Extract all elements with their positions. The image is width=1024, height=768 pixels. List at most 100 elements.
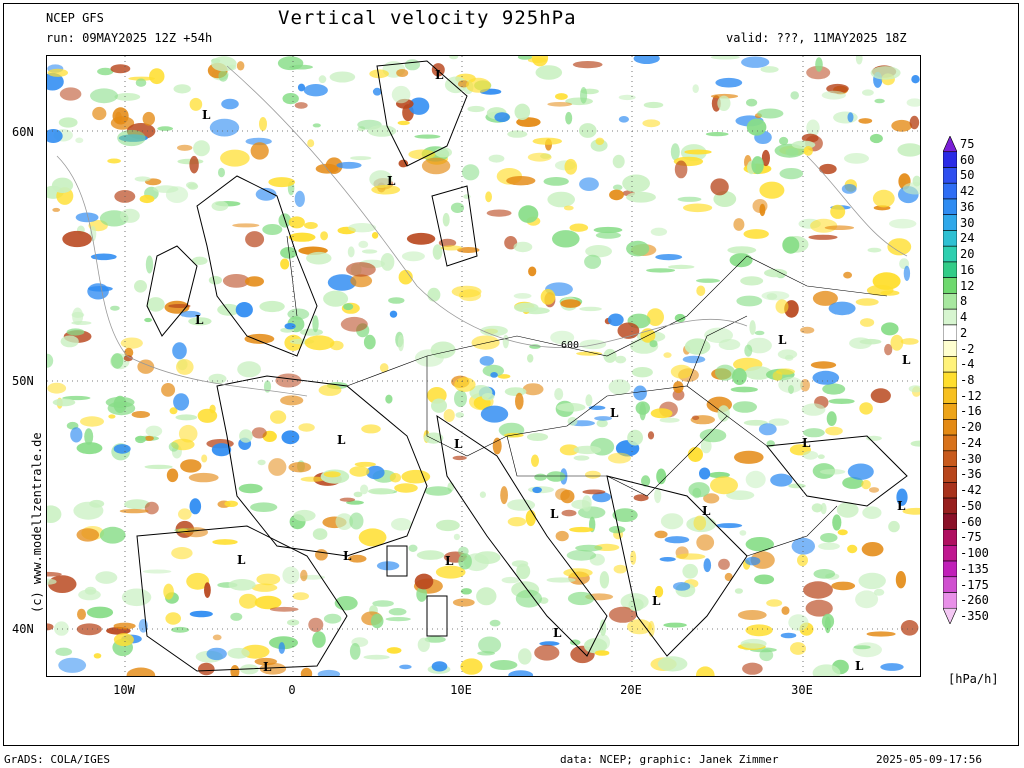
low-marker: L xyxy=(652,594,661,608)
low-marker: L xyxy=(702,504,711,518)
color-scale-label: -16 xyxy=(960,404,982,419)
color-scale-label: -20 xyxy=(960,420,982,435)
color-scale-swatch xyxy=(943,497,957,515)
lon-label: 30E xyxy=(791,683,813,697)
color-scale-swatch xyxy=(943,576,957,593)
color-scale-swatch xyxy=(943,308,957,326)
color-scale-label: 8 xyxy=(960,294,968,309)
low-marker: L xyxy=(802,436,811,450)
low-marker: L xyxy=(202,108,211,122)
low-marker: L xyxy=(855,659,864,673)
color-scale-label: -12 xyxy=(960,388,982,403)
color-scale-swatch xyxy=(943,592,957,609)
timestamp: 2025-05-09-17:56 xyxy=(876,753,982,766)
color-scale-label: -75 xyxy=(960,530,982,545)
color-scale-label: -42 xyxy=(960,483,982,498)
color-scale-swatch xyxy=(943,167,957,184)
color-scale-label: 20 xyxy=(960,247,975,262)
low-marker: L xyxy=(550,507,559,521)
color-scale-swatch xyxy=(943,245,957,263)
color-scale-bar xyxy=(943,136,957,624)
low-marker: L xyxy=(195,313,204,327)
color-scale-swatch xyxy=(943,607,957,624)
credit-text: (c) www.modellzentrale.de xyxy=(30,432,44,613)
color-scale-label: 75 xyxy=(960,136,975,151)
lon-label: 10E xyxy=(450,683,472,697)
low-marker: L xyxy=(263,660,272,674)
run-info: run: 09MAY2025 12Z +54h xyxy=(46,31,213,45)
low-marker: L xyxy=(610,406,619,420)
low-marker: L xyxy=(343,549,352,563)
color-scale-label: -350 xyxy=(960,609,989,624)
color-scale-label: -50 xyxy=(960,498,982,513)
color-scale-swatch xyxy=(943,356,957,373)
color-scale-swatch xyxy=(943,230,957,247)
data-credit: data: NCEP; graphic: Janek Zimmer xyxy=(560,753,779,766)
color-scale-swatch xyxy=(943,450,957,467)
unit-label: [hPa/h] xyxy=(948,672,999,686)
color-scale-swatch xyxy=(943,214,957,231)
color-scale-label: -260 xyxy=(960,593,989,608)
color-scale-label: -100 xyxy=(960,546,989,561)
lat-label: 50N xyxy=(12,374,34,388)
color-scale-label: 4 xyxy=(960,310,968,325)
velocity-field xyxy=(47,56,920,676)
color-scale-swatch xyxy=(943,151,957,168)
color-scale-swatch xyxy=(943,466,957,483)
model-name: NCEP GFS xyxy=(46,11,104,25)
color-scale-label: 36 xyxy=(960,199,975,214)
color-scale-swatch xyxy=(943,371,957,389)
low-marker: L xyxy=(897,499,906,513)
color-scale-swatch xyxy=(943,387,957,404)
low-marker: L xyxy=(445,554,454,568)
color-scale-label: -24 xyxy=(960,435,982,450)
color-scale-swatch xyxy=(943,198,957,216)
color-scale-swatch xyxy=(943,403,957,420)
color-scale-swatch xyxy=(943,136,957,153)
color-scale-label: 42 xyxy=(960,184,975,199)
color-scale-swatch xyxy=(943,544,957,562)
color-scale-label: 24 xyxy=(960,231,975,246)
color-scale-swatch xyxy=(943,261,957,278)
color-scale-swatch xyxy=(943,419,957,436)
color-scale-label: -8 xyxy=(960,373,975,387)
low-marker: L xyxy=(553,626,562,640)
color-scale-label: -60 xyxy=(960,514,982,529)
color-scale-swatch xyxy=(943,482,957,499)
forecast-map: L L L L L L L L L L L L L L L L L L L L … xyxy=(46,55,921,677)
pressure-contour-label: 600 xyxy=(561,340,580,351)
color-scale-swatch xyxy=(943,324,957,341)
color-scale-label: -2 xyxy=(960,341,975,356)
color-scale-label: -30 xyxy=(960,451,982,466)
lon-label: 20E xyxy=(620,683,642,697)
lon-label: 0 xyxy=(288,683,296,697)
lat-label: 40N xyxy=(12,622,34,636)
color-scale-label: 16 xyxy=(960,262,975,277)
low-marker: L xyxy=(237,553,246,567)
color-scale-swatch xyxy=(943,560,957,578)
lat-label: 60N xyxy=(12,125,34,139)
color-scale-label: 12 xyxy=(960,278,975,293)
low-marker: L xyxy=(337,433,346,447)
color-scale-swatch xyxy=(943,340,957,357)
color-scale-label: -36 xyxy=(960,467,982,482)
low-marker: L xyxy=(387,174,396,188)
color-scale-label: -175 xyxy=(960,577,989,592)
software-credit: GrADS: COLA/IGES xyxy=(4,753,110,766)
low-marker: L xyxy=(454,437,463,451)
color-scale-swatch xyxy=(943,277,957,294)
color-scale-label: -4 xyxy=(960,357,975,372)
low-marker: L xyxy=(435,68,444,82)
color-scale-swatch xyxy=(943,434,957,452)
plot-frame xyxy=(3,3,1019,746)
color-scale-swatch xyxy=(943,182,957,200)
low-marker: L xyxy=(902,353,911,367)
lon-label: 10W xyxy=(113,683,135,697)
valid-time: valid: ???, 11MAY2025 18Z xyxy=(726,31,907,45)
color-scale-swatch xyxy=(943,529,957,546)
color-scale-label: 30 xyxy=(960,215,975,230)
color-scale-swatch xyxy=(943,513,957,530)
color-scale-swatch xyxy=(943,293,957,310)
chart-title: Vertical velocity 925hPa xyxy=(278,7,577,29)
color-scale-label: 60 xyxy=(960,152,975,167)
